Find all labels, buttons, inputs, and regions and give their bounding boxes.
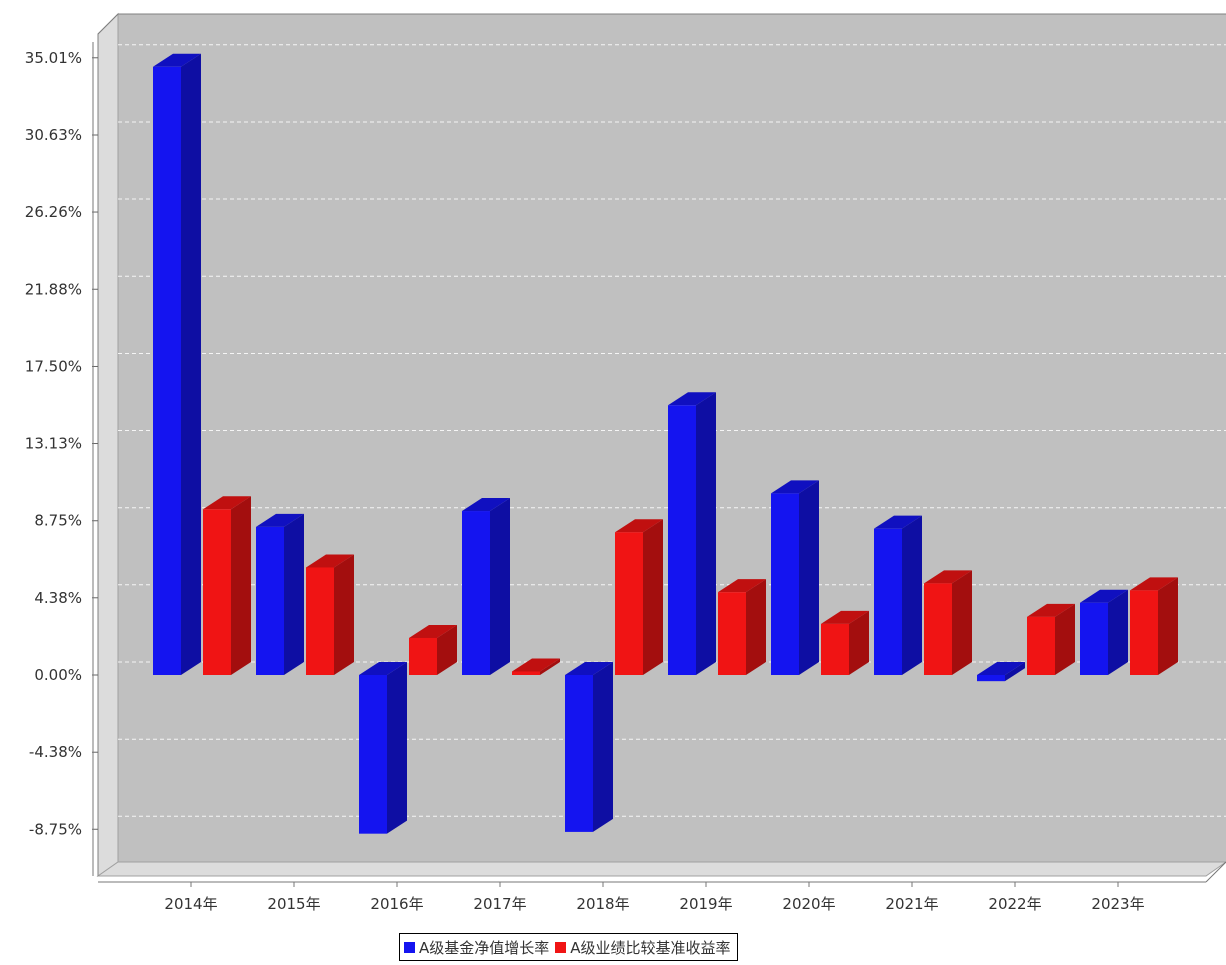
bar-top [462, 498, 510, 512]
x-tick-label: 2023年 [1091, 895, 1144, 913]
bar-top [1130, 577, 1178, 591]
bar-top [615, 519, 663, 533]
x-tick-label: 2018年 [576, 895, 629, 913]
bar-series-1 [1027, 616, 1055, 675]
bar-top [718, 579, 766, 593]
bar-top [668, 392, 716, 406]
bar-side [231, 496, 251, 675]
y-tick-label: -8.75% [29, 820, 82, 838]
bar-side [540, 658, 560, 675]
plot-floor [96, 861, 1226, 877]
bar-top [359, 662, 407, 675]
bar-top [924, 570, 972, 584]
y-tick-label: 13.13% [25, 435, 82, 453]
legend-item-series-1: A级业绩比较基准收益率 [555, 937, 731, 958]
x-tick-label: 2017年 [473, 895, 526, 913]
legend-swatch-series-1 [555, 941, 567, 953]
bar-side [334, 554, 354, 675]
bar-chart: 35.01% 30.63% 26.26% 21.88% 17.50% 13.13% 8.75… [25, 12, 1226, 913]
bar-series-0 [462, 511, 490, 675]
y-tick-label: 26.26% [25, 203, 82, 221]
bar-top [874, 515, 922, 529]
bar-top [306, 554, 354, 568]
bar-side [1005, 662, 1025, 682]
bar-series-1 [821, 623, 849, 675]
bar-top [565, 662, 613, 675]
bar-top [409, 624, 457, 638]
bar-series-0 [256, 526, 284, 675]
bar-side [1108, 589, 1128, 675]
bar-top [1027, 603, 1075, 617]
bar-series-1 [512, 671, 540, 675]
legend-label-series-0: A级基金净值增长率 [419, 938, 550, 957]
y-tick-label: 8.75% [34, 512, 82, 530]
x-tick-label: 2015年 [267, 895, 320, 913]
bar-top [512, 658, 560, 672]
bar-top [977, 662, 1025, 675]
bar-side [1055, 603, 1075, 675]
legend: A级基金净值增长率 A级业绩比较基准收益率 [399, 933, 738, 961]
bar-side [1158, 577, 1178, 675]
bar-top [153, 53, 201, 67]
bar-side [284, 513, 304, 675]
bar-series-0 [359, 675, 387, 834]
bar-side [643, 519, 663, 675]
y-tick-label: 30.63% [25, 126, 82, 144]
bar-series-1 [615, 532, 643, 675]
bar-series-0 [977, 675, 1005, 682]
bar-side [437, 624, 457, 675]
plot-side-wall [97, 12, 119, 877]
plot-frame [97, 13, 1226, 876]
bar-series-0 [565, 675, 593, 832]
bar-top [1080, 589, 1128, 603]
legend-label-series-1: A级业绩比较基准收益率 [570, 938, 731, 957]
bar-series-0 [1080, 602, 1108, 675]
bar-side [746, 579, 766, 675]
bar-side [696, 392, 716, 675]
y-tick-label: 17.50% [25, 357, 82, 375]
bar-series-0 [771, 493, 799, 675]
bar-side [902, 515, 922, 675]
bar-series-1 [1130, 590, 1158, 675]
bar-series-0 [153, 66, 181, 675]
bar-series-0 [874, 528, 902, 675]
bar-series-1 [306, 567, 334, 675]
x-tick-label: 2020年 [782, 895, 835, 913]
x-tick-label: 2021年 [885, 895, 938, 913]
bar-series-1 [924, 583, 952, 675]
bar-side [593, 662, 613, 832]
bar-series-1 [718, 592, 746, 675]
bar-series-1 [409, 637, 437, 675]
bar-side [849, 610, 869, 675]
bar-side [799, 480, 819, 675]
x-axis-line-depth [1205, 861, 1226, 883]
bar-side [952, 570, 972, 675]
legend-swatch-series-0 [404, 941, 415, 953]
y-tick-label: 21.88% [25, 280, 82, 298]
x-tick-label: 2014年 [164, 895, 217, 913]
bar-series-0 [668, 405, 696, 675]
bar-top [821, 610, 869, 624]
y-tick-label: 35.01% [25, 49, 82, 67]
y-tick-label: 4.38% [34, 589, 82, 607]
bar-side [490, 498, 510, 675]
bar-top [256, 513, 304, 527]
bar-series-1 [203, 509, 231, 675]
x-tick-label: 2019年 [679, 895, 732, 913]
bar-side [387, 662, 407, 834]
bar-side [181, 53, 201, 675]
legend-item-series-0: A级基金净值增长率 [404, 937, 549, 958]
x-tick-label: 2016年 [370, 895, 423, 913]
bar-top [771, 480, 819, 494]
y-tick-label: 0.00% [34, 666, 82, 684]
y-tick-label: -4.38% [29, 743, 82, 761]
x-tick-label: 2022年 [988, 895, 1041, 913]
bar-top [203, 496, 251, 510]
